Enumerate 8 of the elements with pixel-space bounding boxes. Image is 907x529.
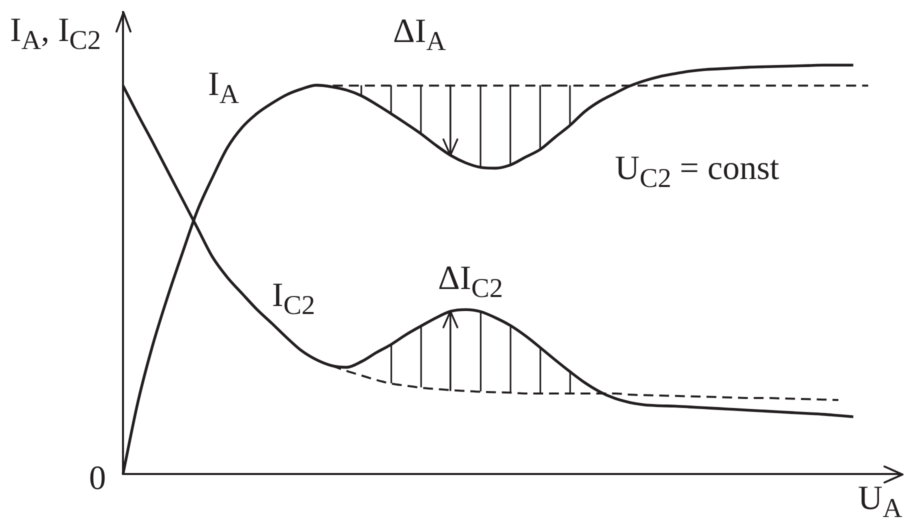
text: 0 — [89, 460, 106, 497]
text: ΔI$_{A}$ — [393, 13, 446, 56]
x-axis-title: U$_{A}$ — [858, 480, 902, 524]
annotation: ΔI$_{C2}$ — [438, 260, 503, 304]
series-label: I$_{C2}$ — [272, 277, 316, 320]
series-label: I$_{A}$ — [208, 66, 239, 110]
y-axis-title: I$_{A}$, I$_{C2}$ — [10, 12, 102, 56]
annotation: U$_{C2}$ = const — [615, 150, 780, 194]
